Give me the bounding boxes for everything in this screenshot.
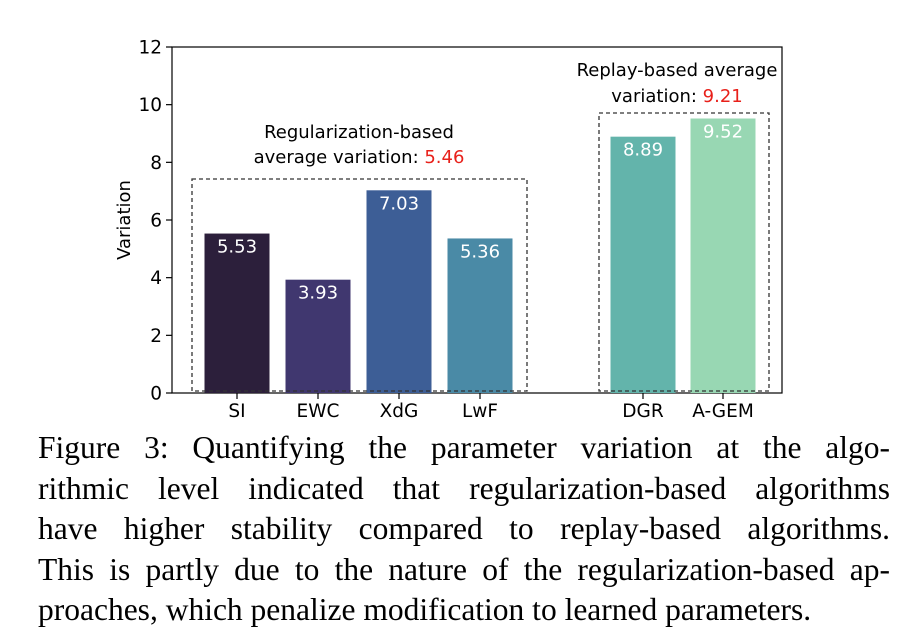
bar-a-gem: [690, 118, 756, 394]
caption-line: rithmic level indicated that regularizat…: [38, 470, 890, 506]
group-label-line1: Replay-based average: [577, 60, 778, 81]
group-average-value: 5.46: [424, 147, 464, 168]
x-tick-label: SI: [228, 401, 245, 422]
group-box: [191, 178, 528, 392]
y-tick-label: 2: [150, 326, 162, 347]
x-tick-label: LwF: [462, 401, 498, 422]
y-tick-label: 0: [150, 384, 162, 405]
bar-lwf: [447, 238, 513, 393]
y-tick-label: 12: [138, 38, 162, 59]
figure-caption: Figure 3: Quantifying the parameter vari…: [38, 428, 890, 631]
bar-chart: 0 2 4 6 8 10 12 SI EWC XdG LwF DGR A-GEM 5.53 3.93 7.0…: [114, 38, 783, 422]
y-tick-label: 10: [138, 95, 162, 116]
y-tick-label: 8: [150, 153, 162, 174]
group-label-line2: average variation: 5.46: [254, 147, 465, 168]
bar-xdg: [366, 190, 432, 393]
bar-si: [204, 233, 270, 393]
x-tick-label: A-GEM: [692, 401, 754, 422]
bars-layer: 5.53 3.93 7.03 5.36 8.89 9.52: [204, 118, 756, 394]
caption-line: Figure 3: Quantifying the parameter vari…: [38, 430, 890, 465]
bar-value-label: 3.93: [298, 283, 338, 304]
bar-value-label: 9.52: [703, 122, 743, 143]
y-tick-label: 6: [150, 211, 162, 232]
group-annotations: Regularization-based average variation: 5…: [191, 60, 778, 392]
caption-line: proaches, which penalize modification to…: [38, 592, 812, 627]
bar-ewc: [285, 279, 351, 393]
x-tick-label: DGR: [622, 401, 664, 422]
bar-value-label: 5.36: [460, 241, 500, 262]
caption-line: This is partly due to the nature of the …: [38, 551, 890, 587]
caption-line: have higher stability compared to replay…: [38, 511, 890, 546]
bar-value-label: 5.53: [217, 237, 257, 258]
group-box: [598, 112, 770, 392]
x-tick-label: EWC: [297, 401, 340, 422]
group-label-line1: Regularization-based: [264, 122, 454, 143]
bar-value-label: 7.03: [379, 193, 419, 214]
group-average-value: 9.21: [703, 86, 743, 107]
group-label-line2: variation: 9.21: [611, 86, 742, 107]
bar-value-label: 8.89: [623, 140, 663, 161]
bar-dgr: [610, 136, 676, 393]
y-axis-label: Variation: [114, 180, 135, 260]
group-label-prefix: average variation:: [254, 147, 425, 168]
x-tick-label: XdG: [380, 401, 419, 422]
y-tick-label: 4: [150, 268, 162, 289]
group-label-prefix: variation:: [611, 86, 702, 107]
